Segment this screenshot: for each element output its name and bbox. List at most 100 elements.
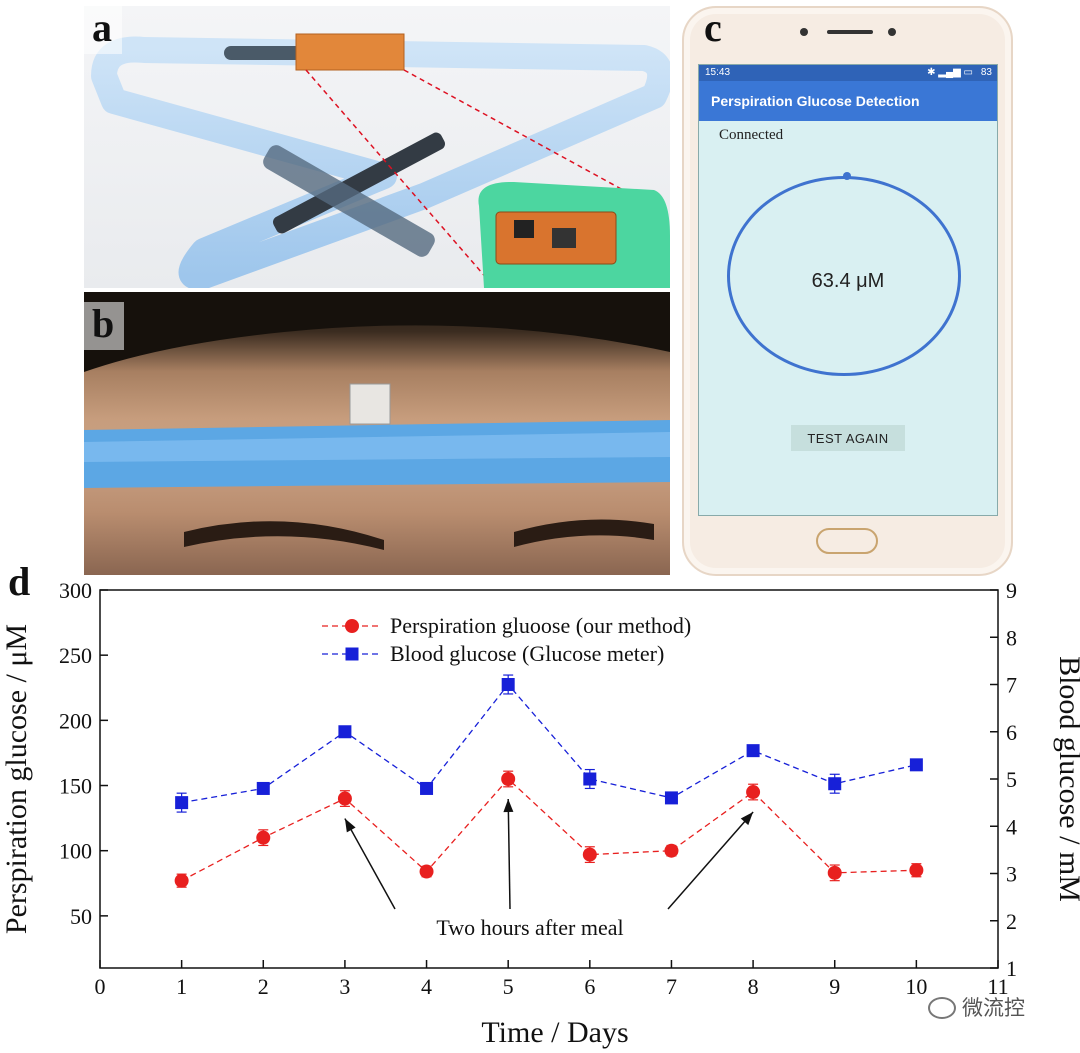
y-tick-label: 50 [70, 904, 92, 929]
legend: Perspiration gluoose (our method) Blood g… [322, 613, 691, 666]
data-point [909, 758, 923, 772]
annotation-arrow [344, 818, 396, 910]
data-point [664, 843, 679, 858]
annotation-arrowhead [740, 812, 754, 826]
eyebrow-left [184, 521, 384, 550]
y-tick-label: 250 [59, 643, 92, 668]
signal-icon: ✱ ▂▄▆ ▭ [927, 67, 973, 78]
x-tick-label: 8 [748, 974, 759, 999]
annotation-arrow [667, 811, 754, 910]
legend-label: Blood glucose (Glucose meter) [390, 641, 664, 666]
watermark-text: 微流控 [962, 996, 1025, 1020]
phone-screen: 15:43 ✱ ▂▄▆ ▭ 83 Perspiration Glucose De… [698, 64, 998, 516]
series-layer [174, 674, 924, 888]
data-point [909, 863, 924, 878]
forehead-photo-illustration [84, 292, 670, 550]
sensor-strip [224, 46, 304, 60]
earpiece [827, 30, 873, 34]
x-tick-label: 11 [987, 974, 1008, 999]
y2-tick-label: 4 [1006, 814, 1017, 839]
data-point [746, 785, 761, 800]
x-tick-label: 9 [829, 974, 840, 999]
annotation: Two hours after meal [344, 798, 754, 940]
y2-tick-label: 5 [1006, 767, 1017, 792]
zoom-line-left [305, 69, 490, 282]
data-point [174, 873, 189, 888]
hair [84, 292, 670, 372]
y2-tick-label: 7 [1006, 673, 1017, 698]
x-axis-title: Time / Days [481, 1016, 628, 1049]
y2-tick-label: 6 [1006, 720, 1017, 745]
series-line [181, 683, 917, 804]
annotation-arrowhead [503, 799, 514, 813]
watermark: 微流控 [928, 992, 1058, 1022]
panel-label-b: b [84, 302, 125, 350]
status-bar: 15:43 ✱ ▂▄▆ ▭ 83 [699, 65, 997, 81]
panel-a-photo: a [84, 6, 670, 288]
x-axis: 0 1 2 3 4 5 6 7 8 9 10 11 [95, 960, 1009, 999]
annotation-arrowhead [344, 818, 356, 833]
panel-label-a: a [84, 6, 122, 54]
series-line [181, 778, 917, 882]
series-2 [175, 674, 923, 813]
test-again-button[interactable]: TEST AGAIN [791, 425, 905, 451]
data-point [746, 744, 760, 758]
front-camera [800, 28, 808, 36]
app-title: Perspiration Glucose Detection [711, 93, 920, 109]
data-point [256, 830, 271, 845]
data-point [582, 847, 597, 862]
data-point [501, 772, 516, 786]
y-tick-label: 150 [59, 774, 92, 799]
y-axis-title: Perspiration glucose / μM [0, 624, 33, 934]
panel-label-c: c [704, 5, 722, 50]
legend-label: Perspiration gluoose (our method) [390, 613, 691, 638]
headband-photo-illustration [91, 33, 670, 288]
x-tick-label: 3 [339, 974, 350, 999]
y2-tick-label: 1 [1006, 956, 1017, 981]
glucose-chart: 0 1 2 3 4 5 6 7 8 9 10 11 50 100 150 200 250 300 1 2 3 4 5 6 7… [0, 578, 1080, 1049]
home-button[interactable] [816, 528, 878, 554]
wechat-icon [928, 997, 956, 1019]
app-bar: Perspiration Glucose Detection [699, 81, 997, 121]
y-tick-label: 200 [59, 708, 92, 733]
electrode-strip [273, 132, 445, 234]
panel-label-d: d [8, 559, 31, 604]
data-point [664, 791, 678, 805]
eyebrow-right [514, 519, 654, 547]
x-tick-label: 4 [421, 974, 432, 999]
data-point [828, 777, 842, 791]
legend-marker [345, 619, 359, 633]
series-1 [174, 770, 924, 888]
flexible-circuit [295, 33, 405, 71]
panel-b-photo: b [84, 292, 670, 575]
y-tick-label: 100 [59, 839, 92, 864]
sensor-dot [888, 28, 896, 36]
connector-module [349, 383, 391, 425]
y2-tick-label: 2 [1006, 909, 1017, 934]
y2-axis-title: Blood glucose / mM [1053, 656, 1080, 902]
zoom-line-right [403, 69, 635, 197]
y2-tick-label: 9 [1006, 578, 1017, 603]
connection-status: Connected [719, 127, 784, 143]
data-point [256, 781, 270, 795]
x-tick-label: 0 [95, 974, 106, 999]
data-point [501, 678, 515, 691]
annotation-text: Two hours after meal [436, 915, 623, 940]
x-tick-label: 7 [666, 974, 677, 999]
y2-tick-label: 3 [1006, 862, 1017, 887]
x-tick-label: 2 [258, 974, 269, 999]
glucose-reading: 63.4 μM [811, 270, 885, 292]
data-point [337, 791, 352, 806]
data-point [175, 796, 189, 810]
legend-marker [345, 647, 359, 661]
electrode-pad [263, 145, 435, 257]
chip [552, 228, 576, 248]
status-time: 15:43 [705, 67, 731, 78]
x-tick-label: 1 [176, 974, 187, 999]
y-axis-right: 1 2 3 4 5 6 7 8 9 [990, 578, 1017, 981]
data-point [583, 772, 597, 786]
annotation-arrow [507, 798, 511, 910]
battery-level: 83 [980, 67, 992, 78]
x-tick-label: 5 [503, 974, 514, 999]
x-tick-label: 10 [905, 974, 927, 999]
